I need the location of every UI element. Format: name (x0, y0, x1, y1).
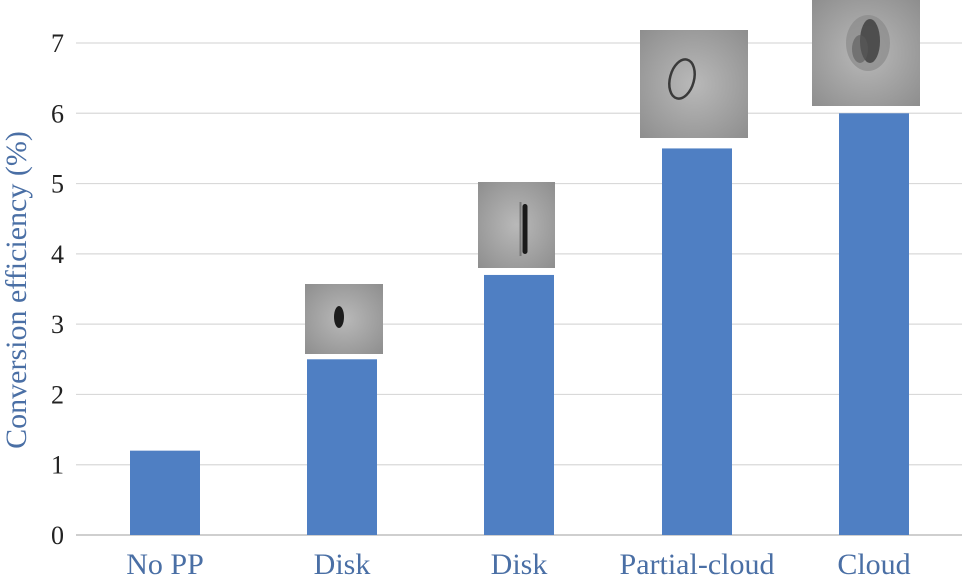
x-tick-label-2: Disk (314, 548, 371, 581)
y-tick-label-1: 1 (51, 451, 64, 480)
elongated-disk-micrograph (478, 182, 555, 268)
bar-4 (662, 148, 732, 535)
small-disk-micrograph (305, 284, 383, 354)
x-tick-label-1: No PP (126, 548, 204, 581)
y-tick-label-7: 7 (51, 29, 64, 58)
x-tick-labels: No PP Disk Disk Partial-cloud Cloud (126, 548, 910, 581)
y-tick-label-6: 6 (51, 99, 64, 128)
x-tick-label-5: Cloud (837, 548, 910, 581)
x-tick-label-3: Disk (491, 548, 548, 581)
inset-micrographs (305, 0, 920, 354)
x-tick-label-4: Partial-cloud (620, 548, 775, 581)
cloud-micrograph (812, 0, 920, 106)
y-axis-title: Conversion efficiency (%) (0, 131, 33, 449)
y-tick-label-4: 4 (51, 240, 64, 269)
ring-micrograph (640, 30, 748, 138)
bars (130, 113, 909, 536)
y-tick-labels: 0 1 2 3 4 5 6 7 (51, 29, 64, 550)
bar-3 (484, 274, 554, 535)
bar-1 (130, 450, 200, 535)
bar-5 (839, 113, 909, 536)
y-tick-label-2: 2 (51, 380, 64, 409)
bar-2 (307, 359, 377, 535)
y-tick-label-3: 3 (51, 310, 64, 339)
y-tick-label-5: 5 (51, 170, 64, 199)
y-tick-label-0: 0 (51, 521, 64, 550)
